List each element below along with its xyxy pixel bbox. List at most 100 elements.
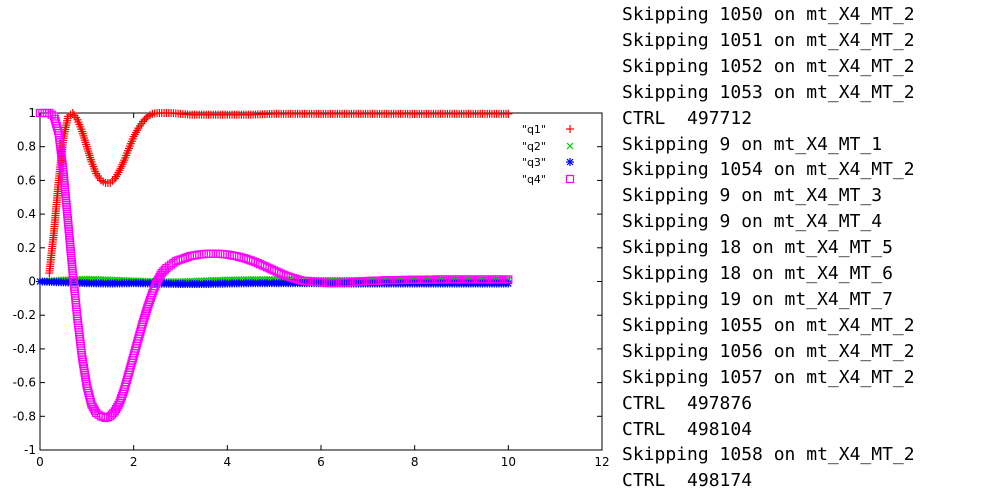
console-line: Skipping 1058 on mt_X4_MT_2 — [622, 444, 915, 466]
data-point — [62, 200, 71, 210]
data-point — [63, 218, 73, 227]
data-point — [63, 211, 72, 221]
data-point — [82, 142, 91, 151]
data-point — [89, 404, 98, 413]
data-point — [62, 207, 72, 216]
console-line: Skipping 1051 on mt_X4_MT_2 — [622, 29, 915, 51]
data-point — [80, 134, 89, 143]
data-point — [504, 109, 513, 118]
data-point — [218, 250, 227, 259]
data-point — [86, 155, 95, 164]
y-tick-label: -1 — [24, 443, 36, 457]
data-point — [211, 249, 220, 258]
series-layer — [35, 108, 513, 423]
legend-label: "q3" — [522, 156, 546, 169]
data-point — [67, 251, 76, 260]
data-point — [115, 166, 124, 175]
y-tick-label: -0.8 — [13, 409, 36, 423]
y-tick-label: -0.4 — [13, 342, 36, 356]
legend-label: "q4" — [522, 173, 546, 186]
legend-label: "q1" — [522, 123, 546, 136]
y-tick-label: 1 — [28, 106, 36, 120]
data-point — [117, 162, 126, 171]
data-point — [64, 227, 74, 236]
console-line: CTRL 497712 — [622, 107, 753, 129]
data-point — [64, 220, 73, 229]
data-point — [64, 222, 73, 232]
console-line: Skipping 9 on mt_X4_MT_1 — [622, 133, 883, 155]
legend-label: "q2" — [522, 140, 546, 153]
plot-chart: 0 2 4 6 8 10 12 1 0.8 0.6 0.4 0.2 0 -0.2 -0.4 -0.6 -0.8 -… — [13, 106, 610, 469]
data-point — [80, 136, 89, 145]
console-line: Skipping 1050 on mt_X4_MT_2 — [622, 4, 915, 25]
data-point — [82, 140, 91, 149]
console-line: Skipping 19 on mt_X4_MT_7 — [622, 288, 893, 310]
data-point — [216, 249, 225, 259]
data-point — [67, 257, 76, 267]
y-tick-label: 0.6 — [17, 173, 36, 187]
x-tick-label: 4 — [224, 455, 232, 469]
x-tick-label: 0 — [36, 455, 44, 469]
data-point — [81, 138, 90, 147]
console-line: Skipping 1055 on mt_X4_MT_2 — [622, 314, 915, 336]
y-tick-label: -0.6 — [13, 376, 36, 390]
data-point — [60, 185, 70, 194]
console-log: Skipping 1050 on mt_X4_MT_2 Skipping 1051… — [622, 2, 991, 494]
data-point — [61, 192, 70, 201]
data-point — [62, 203, 71, 212]
y-tick-label: 0.2 — [17, 241, 36, 255]
data-point — [209, 249, 218, 258]
legend-entry: "q2" — [522, 140, 574, 153]
data-point — [78, 129, 87, 138]
data-point — [65, 229, 74, 238]
data-point — [66, 244, 75, 253]
data-point — [116, 164, 125, 173]
data-point — [65, 236, 74, 245]
data-point — [67, 260, 77, 269]
data-point — [62, 205, 71, 214]
data-point — [64, 225, 73, 234]
y-tick-label: -0.2 — [13, 308, 36, 322]
console-line: CTRL 498174 — [622, 470, 753, 492]
console-line: Skipping 9 on mt_X4_MT_3 — [622, 185, 883, 207]
legend-entry: "q4" — [522, 173, 575, 186]
data-point — [68, 264, 77, 273]
data-point — [67, 253, 76, 262]
console-line: CTRL 497876 — [622, 392, 753, 414]
data-point — [213, 249, 223, 258]
data-point — [61, 196, 71, 205]
y-tick-label: 0.4 — [17, 207, 36, 221]
data-point — [204, 249, 213, 258]
legend-swatch — [565, 174, 575, 184]
data-point — [63, 209, 72, 218]
series-1 — [45, 109, 513, 278]
console-line: Skipping 9 on mt_X4_MT_4 — [622, 211, 883, 233]
data-point — [504, 275, 513, 284]
legend-swatch — [566, 142, 574, 150]
console-line: Skipping 1057 on mt_X4_MT_2 — [622, 366, 915, 388]
legend-swatch — [566, 125, 574, 133]
data-point — [85, 151, 94, 160]
legend-swatch — [566, 158, 574, 166]
data-point — [62, 198, 71, 207]
console-line: Skipping 1056 on mt_X4_MT_2 — [622, 340, 915, 362]
data-point — [119, 158, 128, 167]
data-point — [63, 216, 72, 225]
y-tick-label: 0 — [28, 275, 36, 289]
data-point — [206, 249, 216, 258]
data-point — [61, 187, 70, 196]
data-point — [83, 144, 92, 153]
data-point — [61, 189, 70, 199]
data-point — [66, 242, 75, 251]
y-tick-label: 0.8 — [17, 140, 36, 154]
data-point — [63, 214, 72, 223]
data-point — [66, 249, 76, 258]
x-tick-label: 12 — [594, 455, 609, 469]
data-point — [68, 262, 77, 271]
data-point — [67, 255, 76, 264]
data-point — [84, 149, 93, 158]
console-line: CTRL 498104 — [622, 418, 753, 440]
console-line: Skipping 1054 on mt_X4_MT_2 — [622, 159, 915, 181]
legend: "q1" "q2" "q3" "q4" — [522, 123, 575, 186]
x-tick-label: 6 — [317, 455, 325, 469]
